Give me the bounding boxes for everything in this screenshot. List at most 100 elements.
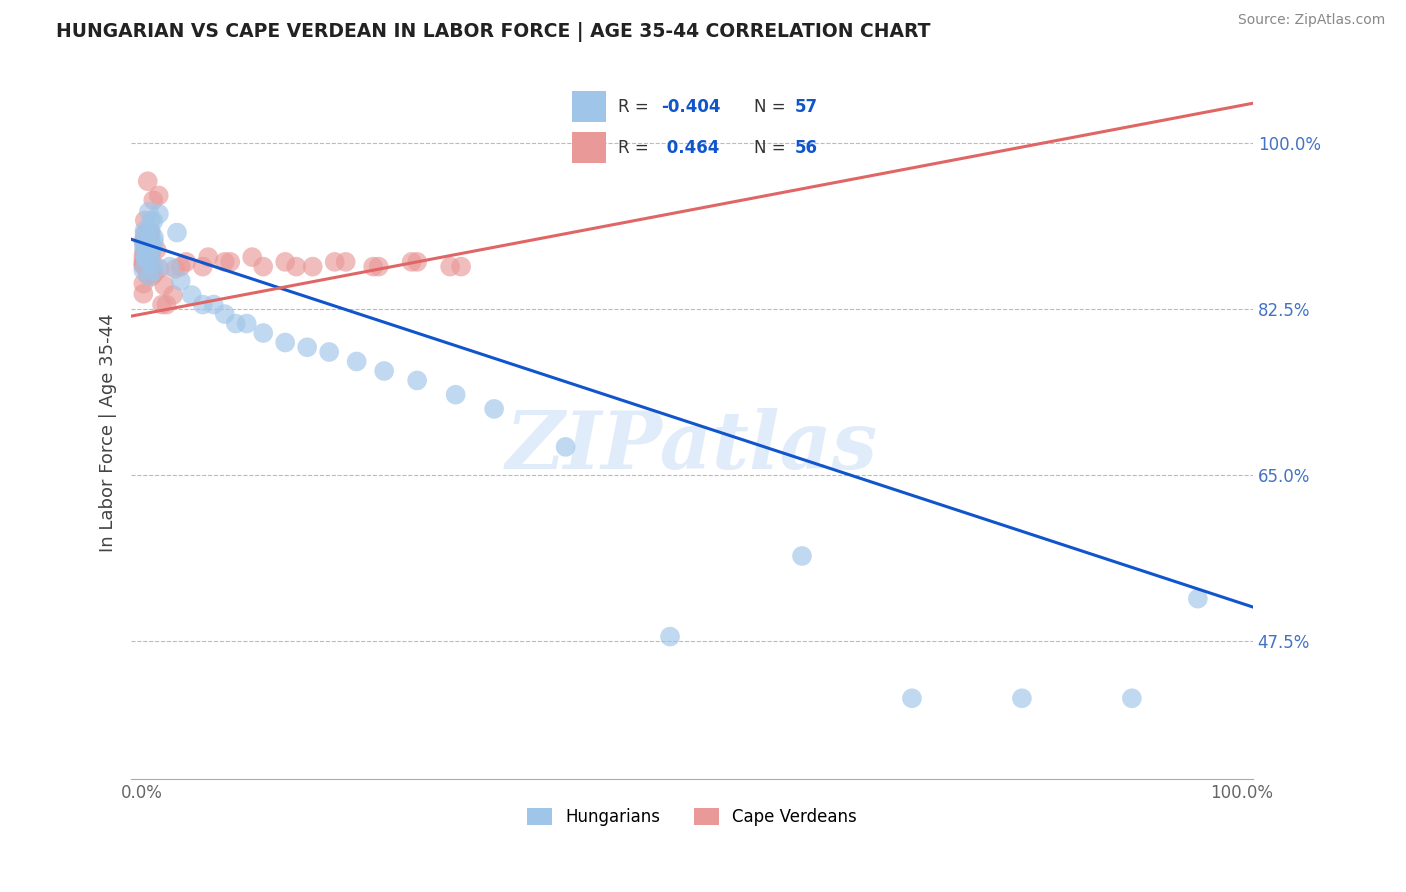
Point [135, 244, 157, 259]
Text: HUNGARIAN VS CAPE VERDEAN IN LABOR FORCE | AGE 35-44 CORRELATION CHART: HUNGARIAN VS CAPE VERDEAN IN LABOR FORCE… [56, 22, 931, 42]
Point [132, 263, 155, 277]
Point [159, 260, 181, 274]
Point [136, 264, 159, 278]
Point [136, 252, 159, 267]
Point [135, 238, 157, 252]
Point [139, 226, 162, 240]
Point [323, 255, 346, 269]
Point [132, 254, 155, 268]
Point [141, 262, 163, 277]
Point [285, 260, 308, 274]
Point [136, 238, 159, 252]
Point [134, 223, 156, 237]
Legend: Hungarians, Cape Verdeans: Hungarians, Cape Verdeans [520, 801, 863, 833]
Point [148, 188, 170, 202]
Point [335, 255, 357, 269]
Point [139, 253, 162, 268]
Point [373, 364, 395, 378]
Point [162, 288, 184, 302]
Point [136, 268, 159, 282]
Point [274, 255, 297, 269]
Point [901, 691, 924, 706]
Point [790, 549, 813, 563]
Point [134, 213, 156, 227]
Text: -0.404: -0.404 [661, 97, 721, 116]
Point [554, 440, 576, 454]
Point [1121, 691, 1143, 706]
Point [235, 317, 257, 331]
Point [143, 266, 166, 280]
Point [148, 207, 170, 221]
Point [135, 252, 157, 266]
Point [180, 288, 202, 302]
Point [406, 255, 429, 269]
Point [174, 255, 197, 269]
Point [141, 241, 163, 255]
Point [139, 225, 162, 239]
Point [132, 239, 155, 253]
Point [135, 250, 157, 264]
Point [139, 233, 162, 247]
Text: 56: 56 [794, 138, 817, 157]
Point [301, 260, 323, 274]
Point [132, 277, 155, 291]
Point [132, 258, 155, 272]
Point [134, 244, 156, 259]
Point [135, 245, 157, 260]
Text: R =: R = [619, 97, 648, 116]
Point [136, 252, 159, 267]
Point [132, 234, 155, 248]
Point [191, 297, 214, 311]
Point [659, 630, 682, 644]
Point [142, 214, 165, 228]
Point [197, 250, 219, 264]
Point [134, 234, 156, 248]
Point [139, 263, 162, 277]
Point [143, 230, 166, 244]
Point [361, 260, 384, 274]
Point [1187, 591, 1209, 606]
Point [406, 374, 429, 388]
Point [225, 317, 247, 331]
Point [401, 255, 423, 269]
Point [132, 244, 155, 259]
Point [136, 174, 159, 188]
Point [134, 250, 156, 264]
Text: R =: R = [619, 138, 648, 157]
Point [145, 243, 167, 257]
Point [155, 297, 177, 311]
Text: N =: N = [754, 97, 786, 116]
Point [139, 213, 162, 227]
Point [142, 264, 165, 278]
Point [142, 257, 165, 271]
Text: Source: ZipAtlas.com: Source: ZipAtlas.com [1237, 13, 1385, 28]
Point [142, 235, 165, 249]
Point [219, 255, 242, 269]
Point [252, 326, 274, 340]
Point [142, 241, 165, 255]
Point [153, 278, 176, 293]
Point [148, 261, 170, 276]
Point [367, 260, 389, 274]
FancyBboxPatch shape [572, 132, 606, 163]
Point [439, 260, 461, 274]
Point [214, 307, 236, 321]
Point [346, 354, 368, 368]
Text: 57: 57 [794, 97, 817, 116]
Point [142, 193, 165, 207]
Text: ZIPatlas: ZIPatlas [506, 408, 879, 485]
Point [134, 226, 156, 240]
Point [138, 233, 160, 247]
Point [139, 247, 162, 261]
Y-axis label: In Labor Force | Age 35-44: In Labor Force | Age 35-44 [100, 313, 117, 552]
Point [295, 340, 318, 354]
Point [191, 260, 214, 274]
Point [135, 229, 157, 244]
Point [444, 387, 467, 401]
Point [132, 259, 155, 273]
Point [132, 257, 155, 271]
Point [141, 269, 163, 284]
Point [482, 401, 505, 416]
Point [166, 226, 188, 240]
Text: N =: N = [754, 138, 786, 157]
